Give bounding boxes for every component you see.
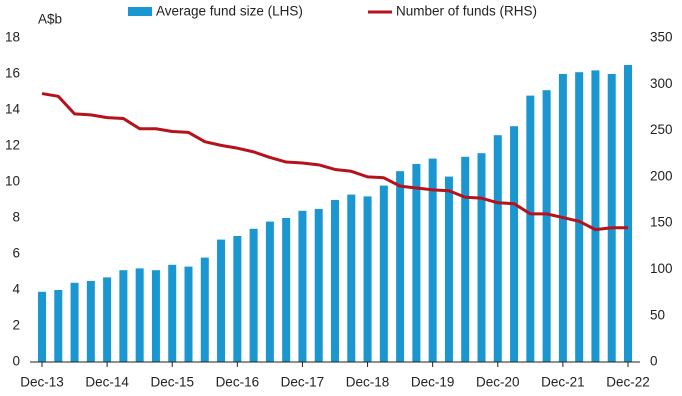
y-tick-label: 0 bbox=[12, 354, 20, 369]
bar bbox=[200, 257, 209, 362]
y2-tick-label: 50 bbox=[650, 307, 665, 322]
y-tick-label: 10 bbox=[5, 174, 20, 189]
bar bbox=[184, 266, 193, 362]
x-tick-label: Dec-18 bbox=[346, 375, 390, 390]
x-tick-label: Dec-21 bbox=[541, 375, 585, 390]
bar bbox=[70, 282, 79, 362]
bar bbox=[493, 135, 502, 362]
bar bbox=[624, 65, 632, 362]
bar bbox=[412, 164, 421, 362]
bar bbox=[461, 156, 470, 362]
bar bbox=[298, 210, 307, 362]
bar bbox=[510, 126, 519, 362]
y-tick-label: 2 bbox=[12, 318, 20, 333]
bar bbox=[233, 236, 242, 362]
bar bbox=[249, 228, 258, 362]
bar bbox=[217, 239, 226, 362]
bar bbox=[282, 218, 291, 362]
y2-tick-label: 300 bbox=[650, 76, 673, 91]
legend-label: Number of funds (RHS) bbox=[396, 4, 537, 19]
bar bbox=[135, 268, 144, 362]
y2-tick-label: 200 bbox=[650, 168, 673, 183]
y-tick-label: 6 bbox=[12, 246, 20, 261]
x-tick-label: Dec-14 bbox=[85, 375, 129, 390]
x-tick-label: Dec-19 bbox=[411, 375, 455, 390]
bar bbox=[265, 221, 274, 362]
line bbox=[41, 92, 628, 232]
bar bbox=[54, 290, 63, 362]
y-tick-label: 8 bbox=[12, 210, 20, 225]
bar bbox=[607, 74, 616, 362]
y-tick-label: 4 bbox=[12, 282, 20, 297]
y-tick-label: 16 bbox=[5, 66, 20, 81]
bar bbox=[575, 72, 584, 362]
bar bbox=[591, 70, 600, 363]
bar bbox=[542, 90, 551, 362]
bar bbox=[151, 270, 160, 362]
x-tick-label: Dec-17 bbox=[281, 375, 325, 390]
x-tick-label: Dec-22 bbox=[606, 375, 650, 390]
legend-swatch bbox=[128, 7, 152, 16]
bar bbox=[38, 291, 46, 362]
y2-tick-label: 100 bbox=[650, 261, 673, 276]
bar bbox=[103, 277, 112, 362]
y2-tick-label: 150 bbox=[650, 215, 673, 230]
bar bbox=[428, 158, 437, 362]
bar bbox=[119, 270, 128, 362]
y2-tick-label: 250 bbox=[650, 122, 673, 137]
x-tick-label: Dec-13 bbox=[20, 375, 64, 390]
bar bbox=[526, 95, 535, 362]
bar bbox=[86, 281, 95, 362]
bar bbox=[477, 153, 486, 362]
y2-tick-label: 350 bbox=[650, 30, 673, 45]
y2-tick-label: 0 bbox=[650, 354, 658, 369]
bar bbox=[331, 200, 339, 362]
x-tick-label: Dec-20 bbox=[476, 375, 520, 390]
bar bbox=[314, 209, 323, 362]
bar bbox=[379, 185, 388, 362]
y-tick-label: 12 bbox=[5, 138, 20, 153]
legend-label: Average fund size (LHS) bbox=[156, 4, 303, 19]
x-tick-label: Dec-16 bbox=[216, 375, 260, 390]
bar bbox=[347, 194, 356, 362]
x-tick-label: Dec-15 bbox=[150, 375, 194, 390]
y-axis-label: A$b bbox=[38, 12, 62, 27]
y-tick-label: 14 bbox=[5, 102, 21, 117]
bar bbox=[363, 196, 372, 362]
bar bbox=[444, 176, 453, 362]
y-tick-label: 18 bbox=[5, 30, 20, 45]
bar bbox=[168, 264, 177, 362]
bar bbox=[396, 171, 405, 362]
